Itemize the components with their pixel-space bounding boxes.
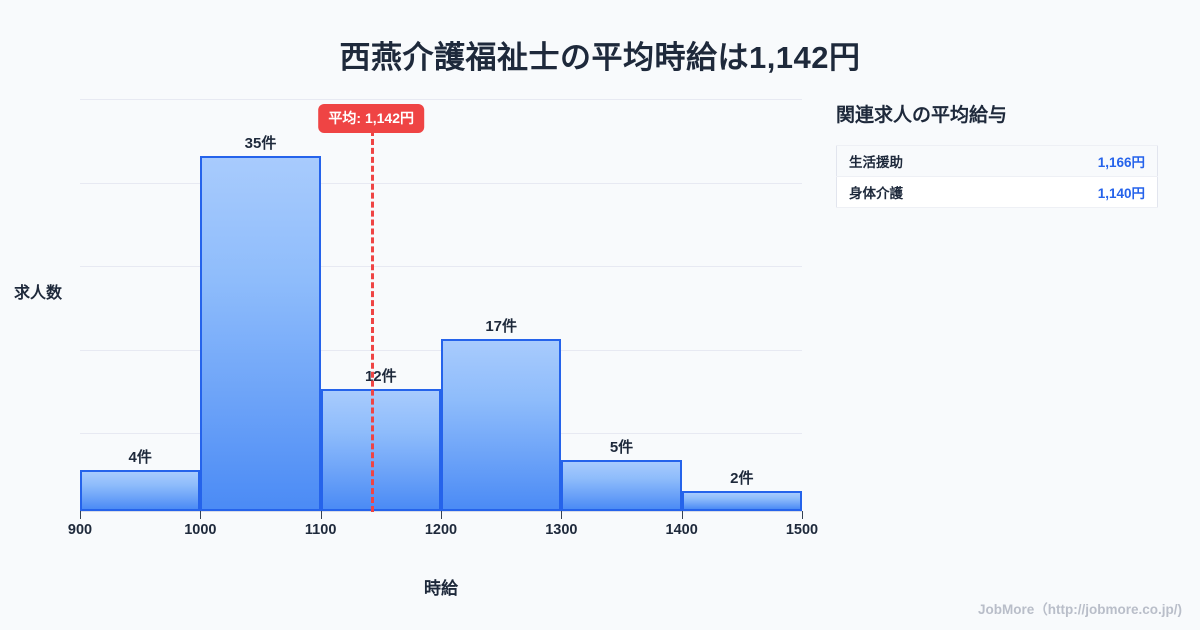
x-tick-mark (681, 511, 683, 519)
x-tick-mark (561, 511, 563, 519)
bar-value-label: 4件 (128, 449, 152, 467)
related-salary-title: 関連求人の平均給与 (836, 105, 1008, 126)
page-title: 西燕介護福祉士の平均時給は1,142円 (339, 40, 861, 75)
bar-value-label: 12件 (364, 368, 397, 386)
related-salary-value: 1,166円 (1004, 145, 1158, 177)
bar-value-label: 2件 (730, 469, 754, 487)
gridline (80, 99, 802, 100)
table-row: 生活援助 1,166円 (836, 145, 1158, 177)
related-salary-name: 生活援助 (836, 145, 1005, 177)
x-tick-mark (802, 511, 803, 519)
histogram-bar (681, 490, 802, 511)
histogram-bar (80, 470, 201, 511)
related-salary-value: 1,140円 (1004, 176, 1158, 208)
x-tick-label: 1000 (184, 522, 217, 538)
x-tick-label: 900 (67, 522, 93, 538)
histogram-bar (320, 389, 441, 511)
y-axis-label: 求人数 (14, 285, 63, 302)
x-tick-mark (80, 511, 81, 519)
x-tick-label: 1400 (665, 522, 698, 538)
bar-value-label: 5件 (609, 439, 634, 457)
x-tick-mark (441, 511, 442, 519)
x-tick-label: 1500 (785, 522, 819, 538)
gridline (80, 266, 802, 267)
bar-value-label: 35件 (244, 134, 277, 152)
watermark: JobMore（http://jobmore.co.jp/) (978, 602, 1182, 617)
x-axis-label: 時給 (424, 579, 458, 598)
mean-badge: 平均: 1,142円 (318, 104, 424, 133)
table-row: 身体介護 1,140円 (836, 176, 1158, 208)
bar-value-label: 17件 (485, 317, 517, 335)
related-salary-panel: 関連求人の平均給与 生活援助 1,166円 身体介護 1,140円 (836, 100, 1166, 208)
mean-line (371, 130, 375, 512)
related-salary-table: 生活援助 1,166円 身体介護 1,140円 (836, 145, 1158, 208)
x-tick-label: 1100 (304, 522, 337, 538)
histogram-bar (200, 155, 321, 511)
x-tick-label: 1200 (424, 522, 458, 538)
histogram-bar (561, 460, 682, 511)
x-tick-mark (200, 511, 202, 519)
related-salary-name: 身体介護 (836, 176, 1005, 208)
histogram-bar (441, 338, 562, 511)
gridline (80, 182, 802, 184)
x-tick-mark (320, 511, 322, 519)
x-tick-label: 1300 (545, 522, 578, 538)
